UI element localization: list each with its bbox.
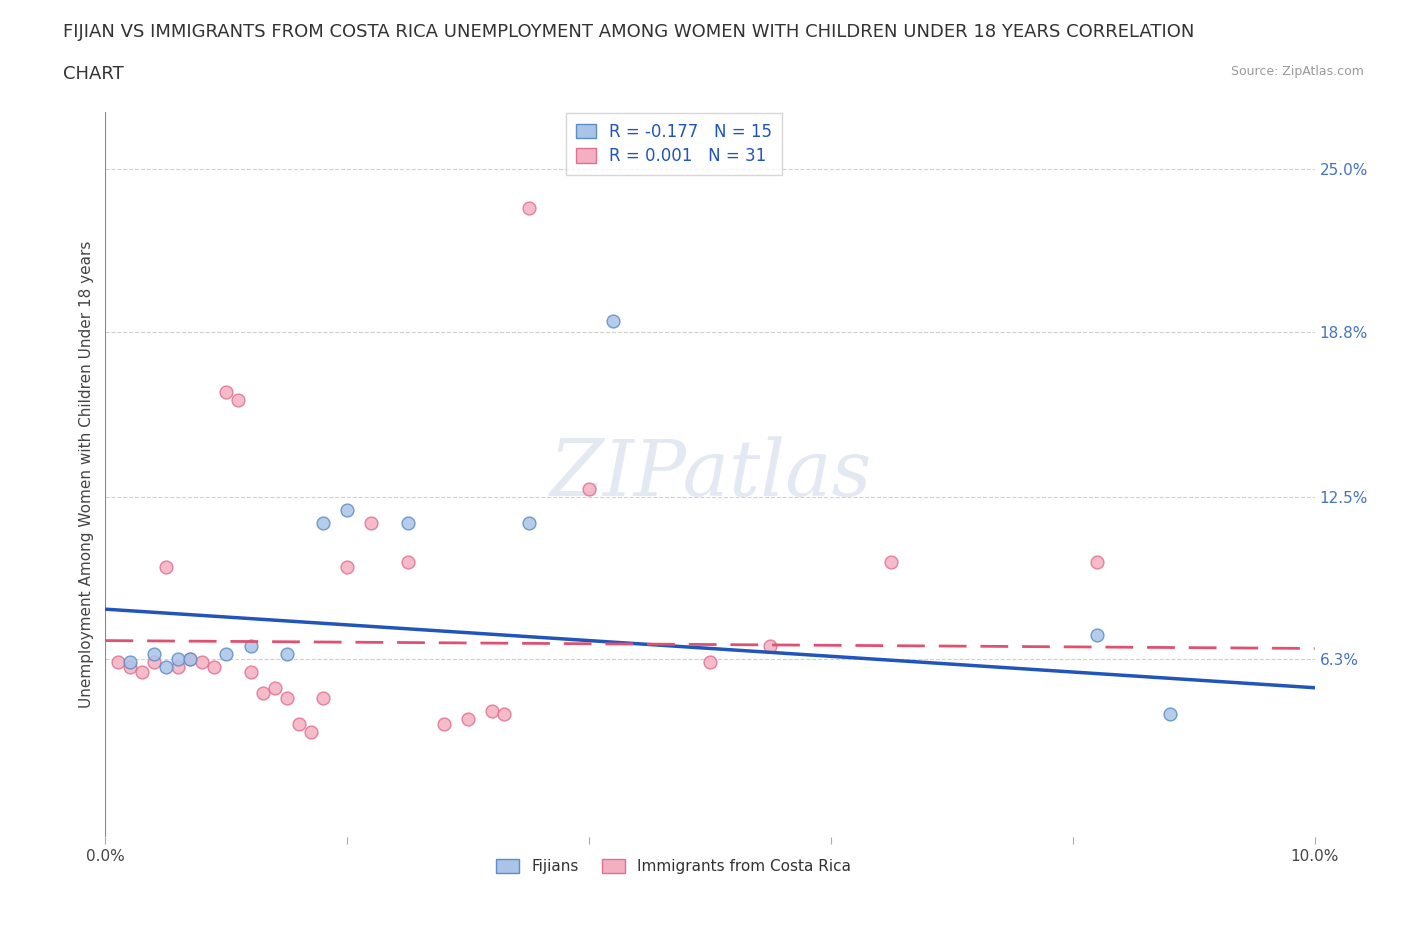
Point: [602, 313, 624, 328]
Point: [239, 638, 262, 653]
Point: [288, 717, 311, 732]
Text: FIJIAN VS IMMIGRANTS FROM COSTA RICA UNEMPLOYMENT AMONG WOMEN WITH CHILDREN UNDE: FIJIAN VS IMMIGRANTS FROM COSTA RICA UNE…: [63, 23, 1195, 41]
Point: [517, 201, 540, 216]
Y-axis label: Unemployment Among Women with Children Under 18 years: Unemployment Among Women with Children U…: [79, 241, 94, 708]
Point: [1085, 554, 1108, 569]
Point: [155, 659, 177, 674]
Text: CHART: CHART: [63, 65, 124, 83]
Text: ZIPatlas: ZIPatlas: [548, 436, 872, 512]
Point: [142, 654, 165, 669]
Point: [202, 659, 225, 674]
Point: [167, 659, 190, 674]
Point: [880, 554, 903, 569]
Point: [312, 691, 335, 706]
Point: [336, 560, 359, 575]
Legend: Fijians, Immigrants from Costa Rica: Fijians, Immigrants from Costa Rica: [491, 853, 858, 880]
Point: [457, 711, 479, 726]
Point: [142, 646, 165, 661]
Point: [131, 665, 153, 680]
Point: [179, 652, 201, 667]
Point: [276, 691, 298, 706]
Point: [396, 554, 419, 569]
Point: [481, 704, 503, 719]
Point: [494, 707, 516, 722]
Point: [263, 680, 285, 695]
Point: [215, 384, 238, 399]
Point: [312, 515, 335, 530]
Point: [118, 654, 141, 669]
Point: [167, 652, 190, 667]
Point: [276, 646, 298, 661]
Point: [433, 717, 456, 732]
Point: [299, 724, 322, 739]
Text: Source: ZipAtlas.com: Source: ZipAtlas.com: [1230, 65, 1364, 78]
Point: [228, 392, 250, 407]
Point: [215, 646, 238, 661]
Point: [336, 502, 359, 517]
Point: [252, 685, 274, 700]
Point: [107, 654, 129, 669]
Point: [179, 652, 201, 667]
Point: [360, 515, 382, 530]
Point: [1159, 707, 1181, 722]
Point: [239, 665, 262, 680]
Point: [759, 638, 782, 653]
Point: [517, 515, 540, 530]
Point: [155, 560, 177, 575]
Point: [118, 659, 141, 674]
Point: [396, 515, 419, 530]
Point: [191, 654, 214, 669]
Point: [1085, 628, 1108, 643]
Point: [578, 481, 600, 496]
Point: [699, 654, 721, 669]
